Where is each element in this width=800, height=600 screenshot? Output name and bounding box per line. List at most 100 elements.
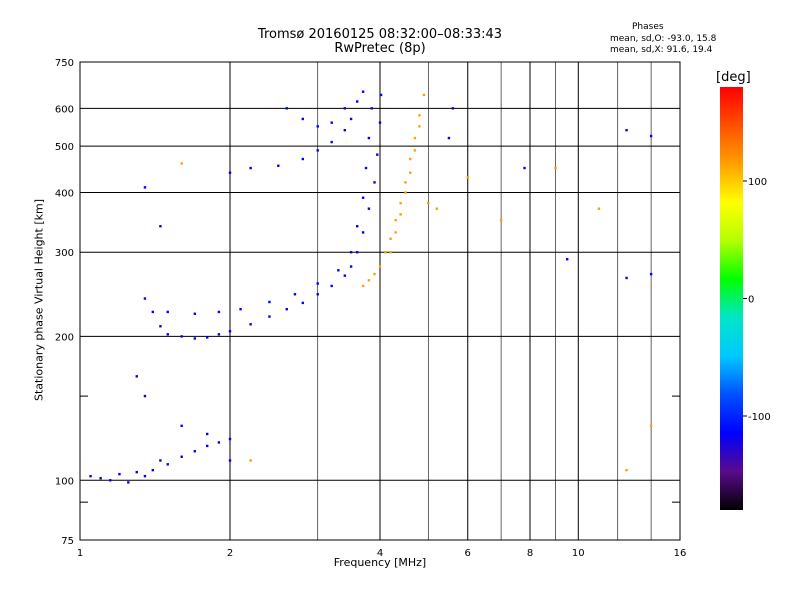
o-mode-point	[159, 225, 162, 228]
x-mode-point	[394, 231, 397, 234]
o-mode-point	[268, 315, 271, 318]
o-mode-point	[166, 310, 169, 314]
o-mode-point	[228, 437, 232, 441]
x-mode-point	[435, 207, 438, 210]
o-mode-point	[193, 450, 197, 453]
o-mode-point	[343, 128, 347, 132]
o-mode-point	[367, 136, 371, 140]
o-mode-point	[217, 441, 221, 444]
o-mode-point	[349, 117, 353, 121]
x-mode-point	[427, 201, 430, 205]
o-mode-point	[166, 463, 169, 466]
x-mode-point	[180, 162, 183, 165]
y-tick-label: 750	[55, 58, 74, 69]
o-mode-point	[239, 307, 242, 311]
o-mode-point	[361, 196, 365, 199]
o-mode-point	[378, 121, 382, 124]
x-mode-point	[384, 251, 387, 254]
x-tick-label: 10	[572, 548, 585, 559]
o-mode-point	[316, 293, 319, 296]
o-mode-point	[159, 459, 162, 462]
y-tick-label: 100	[55, 476, 74, 487]
o-mode-point	[565, 258, 569, 261]
x-mode-point	[367, 279, 371, 282]
x-mode-point	[394, 219, 397, 222]
o-mode-point	[361, 231, 365, 234]
o-mode-point	[205, 444, 209, 448]
o-mode-point	[193, 337, 197, 340]
x-mode-point	[249, 459, 252, 462]
colorbar: 100 0 -100	[720, 87, 771, 510]
x-mode-point	[625, 468, 628, 472]
y-tick-label: 400	[55, 188, 74, 199]
o-mode-point	[523, 166, 526, 170]
chart-title: Tromsø 20160125 08:32:00–08:33:43	[257, 27, 503, 42]
o-mode-point	[159, 325, 162, 328]
x-mode-point	[373, 272, 376, 276]
o-mode-point	[143, 297, 147, 300]
o-mode-point	[355, 100, 359, 103]
o-mode-point	[228, 459, 232, 462]
o-mode-point	[249, 166, 252, 170]
o-mode-point	[625, 128, 628, 132]
plot-frame	[79, 61, 681, 541]
x-tick-label: 8	[527, 548, 533, 559]
o-mode-point	[268, 300, 271, 304]
o-mode-point	[99, 477, 102, 480]
axis-ticks: 1 2 4 6 8 10 16 75 100 200 300 400 500 600 750	[55, 58, 686, 559]
o-mode-point	[625, 276, 628, 280]
x-tick-label: 1	[77, 548, 83, 559]
x-mode-point	[399, 201, 402, 205]
x-mode-point	[422, 93, 426, 97]
colorbar-gradient	[720, 87, 743, 510]
o-mode-point	[301, 301, 305, 305]
phases-x-stats: mean, sd,X: 91.6, 19.4	[610, 45, 713, 55]
o-mode-point	[293, 293, 297, 296]
o-mode-point	[343, 274, 347, 277]
o-mode-point	[316, 282, 319, 285]
o-mode-point	[151, 468, 155, 472]
x-mode-point	[409, 157, 412, 161]
x-mode-point	[404, 191, 407, 194]
o-mode-point	[349, 251, 353, 254]
o-mode-point	[217, 310, 221, 314]
o-mode-point	[127, 481, 130, 484]
o-mode-point	[228, 330, 232, 333]
o-mode-point	[166, 333, 169, 336]
grid-lines	[80, 62, 680, 540]
x-mode-point	[418, 125, 421, 128]
o-mode-point	[337, 269, 340, 272]
o-mode-point	[180, 424, 183, 428]
x-mode-point	[554, 166, 557, 170]
y-axis-label: Stationary phase Virtual Height [km]	[32, 198, 46, 402]
o-mode-point	[349, 265, 353, 268]
o-mode-point	[217, 333, 221, 336]
o-mode-point	[135, 375, 138, 378]
o-mode-point	[193, 312, 197, 315]
o-mode-point	[316, 149, 319, 152]
x-mode-point	[399, 213, 402, 216]
o-mode-point	[373, 181, 376, 184]
colorbar-tick-label: 100	[748, 177, 767, 188]
o-mode-point	[285, 307, 288, 311]
o-mode-point	[379, 93, 383, 97]
colorbar-label: [deg]	[716, 70, 751, 85]
x-mode-point	[597, 207, 601, 210]
colorbar-tick-label: 0	[748, 295, 754, 306]
x-tick-label: 16	[674, 548, 687, 559]
o-mode-point	[143, 186, 147, 189]
x-mode-point	[413, 136, 417, 140]
x-tick-label: 2	[227, 548, 233, 559]
o-mode-point	[89, 474, 92, 478]
x-mode-point	[499, 219, 503, 222]
o-mode-point	[370, 107, 373, 110]
o-mode-point	[277, 164, 280, 167]
o-mode-point	[143, 394, 147, 398]
x-mode-point	[404, 181, 407, 184]
o-mode-point	[361, 90, 365, 93]
x-mode-point	[418, 114, 421, 117]
o-mode-point	[180, 335, 183, 338]
o-mode-point	[205, 432, 209, 436]
x-axis-label: Frequency [MHz]	[333, 556, 427, 569]
